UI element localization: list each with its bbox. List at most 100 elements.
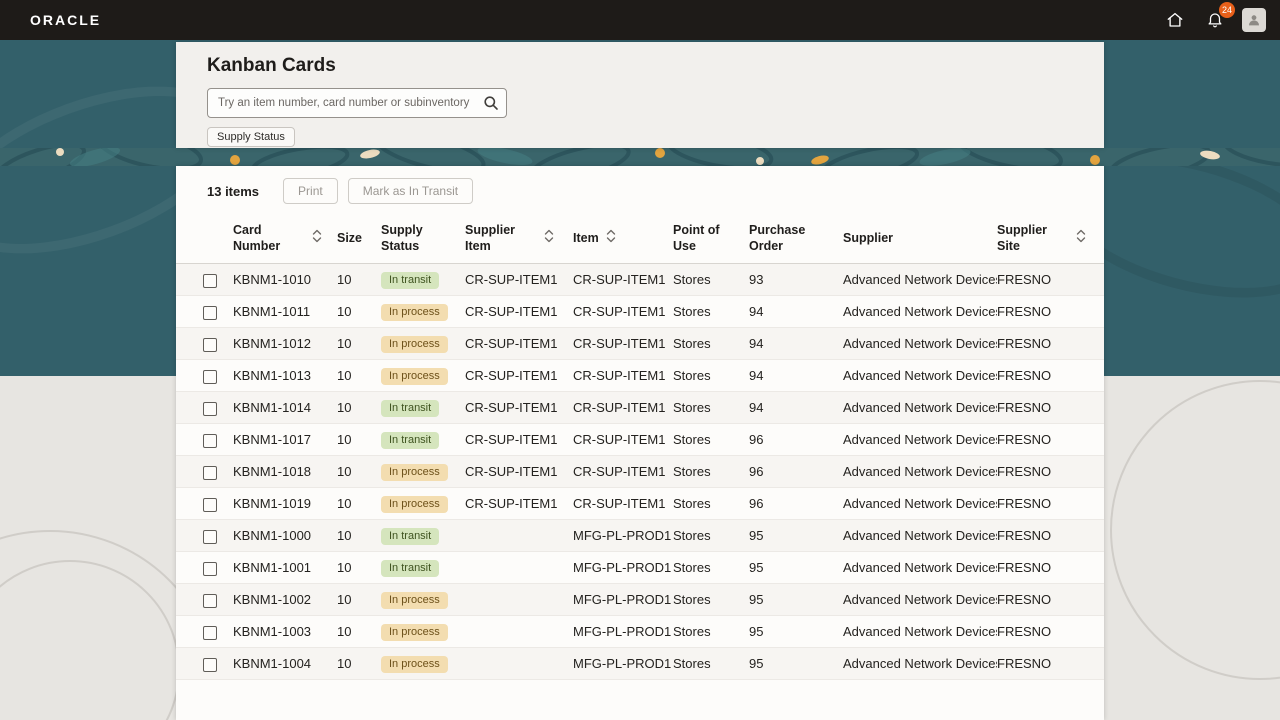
row-checkbox[interactable] [203,657,217,672]
cell-size: 10 [337,423,381,457]
column-label: Point of Use [673,223,720,253]
column-label: Supplier Site [997,223,1048,253]
table-row[interactable]: KBNM1-1004 10 In process MFG-PL-PROD1 Stores… [176,647,1104,681]
oracle-logo: ORACLE [30,12,102,28]
cell-point-of-use: Stores [673,487,749,521]
cell-item: MFG-PL-PROD1 [573,647,673,681]
table-row[interactable]: KBNM1-1003 10 In process MFG-PL-PROD1 Stores… [176,615,1104,649]
sort-icon[interactable] [1076,229,1086,248]
sort-icon[interactable] [312,229,322,248]
cell-supply-status: In transit [381,263,465,297]
cell-item: MFG-PL-PROD1 [573,519,673,553]
row-checkbox[interactable] [203,273,217,288]
row-checkbox[interactable] [203,465,217,480]
cell-supplier-item [465,519,573,553]
background-circle-decoration [1110,380,1280,680]
cell-purchase-order: 95 [749,519,843,553]
column-header-item[interactable]: Item [573,217,673,265]
column-header-supplier-site[interactable]: Supplier Site [997,217,1104,265]
column-header-size[interactable]: Size [337,217,381,265]
table-row[interactable]: KBNM1-1018 10 In process CR-SUP-ITEM1 CR-SUP… [176,455,1104,489]
cell-supplier-item: CR-SUP-ITEM1 [465,423,573,457]
cell-size: 10 [337,295,381,329]
sort-icon[interactable] [544,229,554,248]
row-checkbox[interactable] [203,305,217,320]
row-checkbox[interactable] [203,369,217,384]
results-panel: 13 items Print Mark as In Transit Card N… [176,166,1104,720]
search-icon[interactable] [476,89,506,117]
row-checkbox[interactable] [203,433,217,448]
cell-size: 10 [337,647,381,681]
cell-point-of-use: Stores [673,391,749,425]
cell-point-of-use: Stores [673,327,749,361]
cell-supplier: Advanced Network Devices [843,327,997,361]
table-row[interactable]: KBNM1-1017 10 In transit CR-SUP-ITEM1 CR-SUP… [176,423,1104,457]
cell-supply-status: In process [381,647,465,681]
cell-purchase-order: 95 [749,615,843,649]
supply-status-badge: In transit [381,271,440,289]
cell-select [176,359,233,393]
cell-item: CR-SUP-ITEM1 [573,327,673,361]
column-label: Size [337,230,363,245]
cell-card-number: KBNM1-1013 [233,359,337,393]
column-header-card-number[interactable]: Card Number [233,217,337,265]
row-checkbox[interactable] [203,625,217,640]
column-header-supply-status[interactable]: Supply Status [381,217,465,265]
table-row[interactable]: KBNM1-1012 10 In process CR-SUP-ITEM1 CR-SUP… [176,327,1104,361]
search-box [207,88,507,118]
row-checkbox[interactable] [203,593,217,608]
print-button[interactable]: Print [283,178,338,204]
notifications-bell-icon[interactable]: 24 [1202,2,1235,33]
column-header-purchase-order[interactable]: Purchase Order [749,217,843,265]
botanical-pattern-strip [0,148,1280,166]
cell-supply-status: In process [381,583,465,617]
cell-supplier-site: FRESNO [997,391,1104,425]
table-row[interactable]: KBNM1-1001 10 In transit MFG-PL-PROD1 Stores… [176,551,1104,585]
cell-size: 10 [337,391,381,425]
home-icon[interactable] [1162,7,1188,33]
cell-purchase-order: 95 [749,647,843,681]
cell-supplier-site: FRESNO [997,615,1104,649]
cell-size: 10 [337,327,381,361]
cell-supply-status: In process [381,359,465,393]
cell-size: 10 [337,551,381,585]
user-avatar[interactable] [1242,8,1266,32]
cell-item: CR-SUP-ITEM1 [573,455,673,489]
global-header: ORACLE 24 [0,0,1280,40]
cell-item: CR-SUP-ITEM1 [573,295,673,329]
table-row[interactable]: KBNM1-1019 10 In process CR-SUP-ITEM1 CR-SUP… [176,487,1104,521]
sort-icon[interactable] [606,229,616,248]
cell-purchase-order: 95 [749,551,843,585]
column-header-supplier[interactable]: Supplier [843,217,997,265]
row-checkbox[interactable] [203,497,217,512]
cell-supplier: Advanced Network Devices [843,519,997,553]
table-row[interactable]: KBNM1-1000 10 In transit MFG-PL-PROD1 Stores… [176,519,1104,553]
row-checkbox[interactable] [203,401,217,416]
column-header-point-of-use[interactable]: Point of Use [673,217,749,265]
row-checkbox[interactable] [203,337,217,352]
table-row[interactable]: KBNM1-1010 10 In transit CR-SUP-ITEM1 CR-SUP… [176,263,1104,297]
row-checkbox[interactable] [203,529,217,544]
cell-supply-status: In transit [381,551,465,585]
column-header-supplier-item[interactable]: Supplier Item [465,217,573,265]
cell-purchase-order: 96 [749,487,843,521]
table-row[interactable]: KBNM1-1011 10 In process CR-SUP-ITEM1 CR-SUP… [176,295,1104,329]
filter-chip-supply-status[interactable]: Supply Status [207,127,295,147]
cell-supplier-item: CR-SUP-ITEM1 [465,295,573,329]
cell-supplier-item: CR-SUP-ITEM1 [465,391,573,425]
search-input[interactable] [208,97,476,109]
table-row[interactable]: KBNM1-1013 10 In process CR-SUP-ITEM1 CR-SUP… [176,359,1104,393]
kanban-cards-table: Card Number Size Supply Status Supplier Ite… [176,217,1104,681]
cell-select [176,455,233,489]
cell-select [176,391,233,425]
cell-select [176,423,233,457]
cell-card-number: KBNM1-1010 [233,263,337,297]
cell-select [176,327,233,361]
table-row[interactable]: KBNM1-1014 10 In transit CR-SUP-ITEM1 CR-SUP… [176,391,1104,425]
cell-size: 10 [337,583,381,617]
table-row[interactable]: KBNM1-1002 10 In process MFG-PL-PROD1 Stores… [176,583,1104,617]
row-checkbox[interactable] [203,561,217,576]
cell-card-number: KBNM1-1017 [233,423,337,457]
mark-in-transit-button[interactable]: Mark as In Transit [347,178,474,204]
cell-supplier: Advanced Network Devices [843,487,997,521]
